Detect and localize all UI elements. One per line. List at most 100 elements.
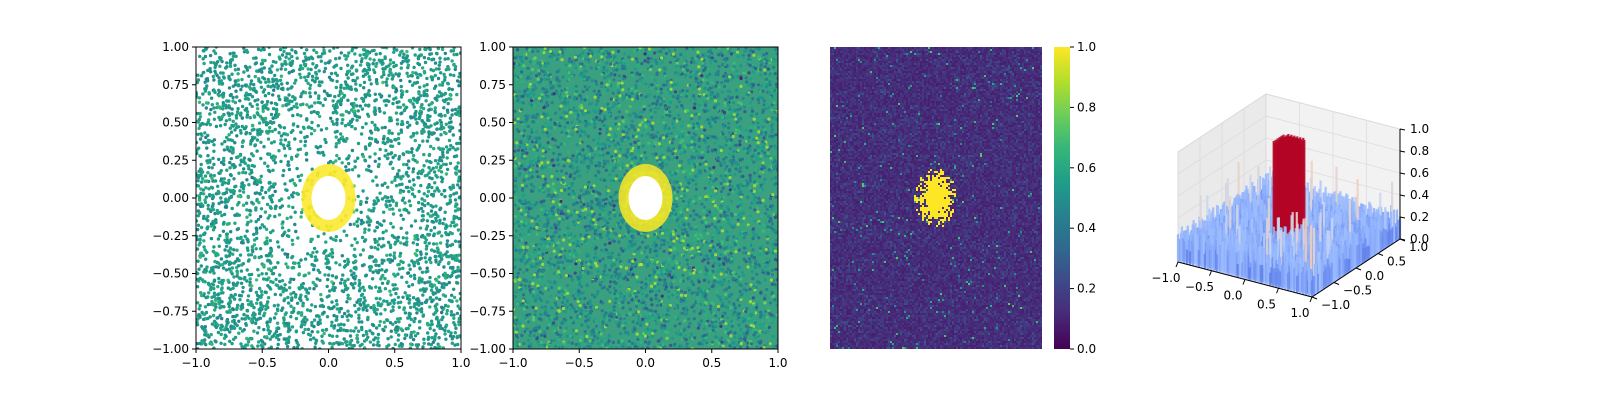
scatter-point (375, 183, 379, 187)
scatter-point (549, 162, 553, 166)
scatter-point (387, 73, 391, 77)
scatter-point (356, 141, 361, 146)
scatter-point (688, 290, 692, 294)
scatter-point (427, 125, 431, 129)
scatter-point (442, 265, 446, 269)
scatter-point (280, 53, 285, 57)
scatter-point (240, 305, 245, 310)
scatter-point (214, 218, 218, 222)
scatter-point (249, 319, 253, 323)
scatter-point (203, 325, 207, 329)
scatter-point (216, 293, 220, 297)
scatter-point (372, 68, 376, 72)
scatter-point (282, 168, 286, 173)
scatter-point (437, 275, 441, 279)
scatter-point (260, 70, 264, 74)
scatter-point (212, 286, 216, 291)
scatter-point (455, 141, 459, 146)
scatter-point (213, 179, 218, 183)
scatter-point (313, 101, 317, 105)
scatter-point (381, 140, 385, 145)
scatter-point (211, 156, 215, 160)
scatter-point (445, 239, 450, 243)
scatter-point (242, 277, 246, 281)
scatter-point (762, 136, 766, 140)
scatter-point (329, 116, 333, 121)
scatter-point (385, 98, 389, 103)
scatter-point (357, 313, 361, 317)
scatter-point (279, 87, 284, 91)
scatter-point (444, 337, 448, 341)
scatter-point (221, 95, 225, 99)
scatter-point (394, 330, 398, 334)
scatter-point (258, 180, 263, 184)
scatter-point (257, 121, 262, 125)
scatter-point (310, 262, 314, 267)
scatter-point (201, 92, 205, 96)
scatter-point (406, 125, 410, 129)
scatter-point (204, 195, 209, 199)
scatter-point (657, 262, 661, 266)
scatter-point (218, 234, 222, 238)
scatter-point (400, 198, 405, 202)
scatter-point (197, 313, 201, 317)
scatter-point (451, 133, 455, 137)
scatter-point (297, 272, 301, 276)
scatter-point (628, 105, 632, 109)
scatter-point (635, 332, 639, 336)
scatter-point (415, 242, 419, 247)
scatter-point (434, 67, 438, 71)
scatter-point (578, 67, 582, 71)
scatter-point (272, 182, 276, 186)
scatter-point (538, 218, 542, 223)
scatter-point (250, 200, 254, 205)
scatter-point (337, 93, 341, 98)
scatter-point (269, 197, 273, 202)
scatter-point (233, 63, 237, 67)
scatter-point (259, 174, 263, 178)
scatter-point (439, 256, 444, 260)
scatter-point (719, 148, 723, 153)
scatter-point (416, 175, 420, 180)
scatter-point (451, 265, 455, 270)
scatter-point (423, 60, 428, 65)
scatter-point (208, 270, 212, 274)
scatter-point (256, 217, 261, 222)
scatter-point (342, 139, 346, 143)
scatter-point (240, 144, 245, 149)
scatter-point (427, 257, 432, 262)
scatter-point (694, 194, 698, 198)
scatter-point (358, 63, 363, 67)
scatter-point (374, 98, 378, 102)
scatter-point (555, 312, 559, 316)
scatter-point (197, 279, 201, 283)
scatter-point (389, 195, 393, 199)
scatter-point (276, 303, 280, 307)
scatter-point (447, 87, 451, 91)
scatter-point (737, 303, 742, 308)
scatter-point (206, 207, 210, 211)
scatter-point (753, 253, 757, 257)
scatter-point (420, 129, 424, 133)
scatter-point (360, 320, 364, 324)
scatter-point (227, 302, 231, 306)
scatter-point (242, 167, 246, 171)
scatter-point (287, 52, 292, 56)
scatter-point (380, 75, 384, 79)
scatter-point (443, 75, 447, 80)
scatter-point (286, 163, 290, 167)
scatter-point (449, 313, 454, 317)
scatter-point (335, 121, 339, 125)
scatter-point (419, 310, 424, 314)
scatter-point (245, 96, 250, 101)
scatter-point (374, 259, 378, 263)
scatter-point (423, 203, 427, 208)
scatter-point (213, 259, 217, 264)
scatter-point (289, 277, 293, 281)
scatter-point (238, 189, 242, 193)
scatter-point (379, 95, 383, 99)
scatter-point (382, 299, 386, 303)
scatter-point (369, 305, 373, 310)
scatter-point (607, 144, 611, 148)
scatter-point (248, 208, 252, 213)
